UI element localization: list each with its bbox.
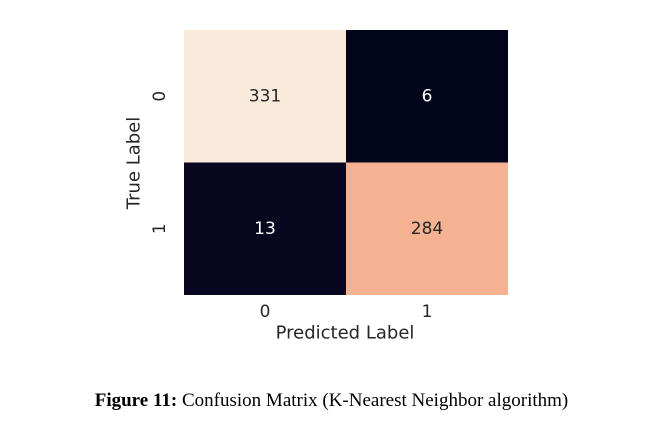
heatmap-cells [184,30,508,295]
x-axis-title: Predicted Label [276,323,415,344]
heatmap-cell-1-0 [184,162,346,295]
figure-caption-text: Confusion Matrix (K-Nearest Neighbor alg… [177,390,569,411]
x-tick-label-0: 0 [260,302,271,322]
cell-annotation-1-0: 13 [254,219,276,239]
cell-annotation-0-0: 331 [249,86,281,106]
heatmap-cell-0-0 [184,30,346,163]
heatmap-cell-0-1 [346,30,508,163]
y-tick-labels: 01 [150,91,170,234]
figure-caption: Figure 11: Confusion Matrix (K-Nearest N… [0,390,663,412]
cell-annotations: 331 6 13 284 [249,86,443,239]
y-tick-label-1: 1 [150,223,170,234]
heatmap-cell-1-1 [346,162,508,295]
y-tick-label-0: 0 [150,91,170,102]
cell-annotation-0-1: 6 [422,86,433,106]
x-tick-label-1: 1 [422,302,433,322]
figure-caption-label: Figure 11: [94,390,178,411]
cell-annotation-1-1: 284 [411,219,443,239]
y-axis-title: True Label [124,117,145,211]
